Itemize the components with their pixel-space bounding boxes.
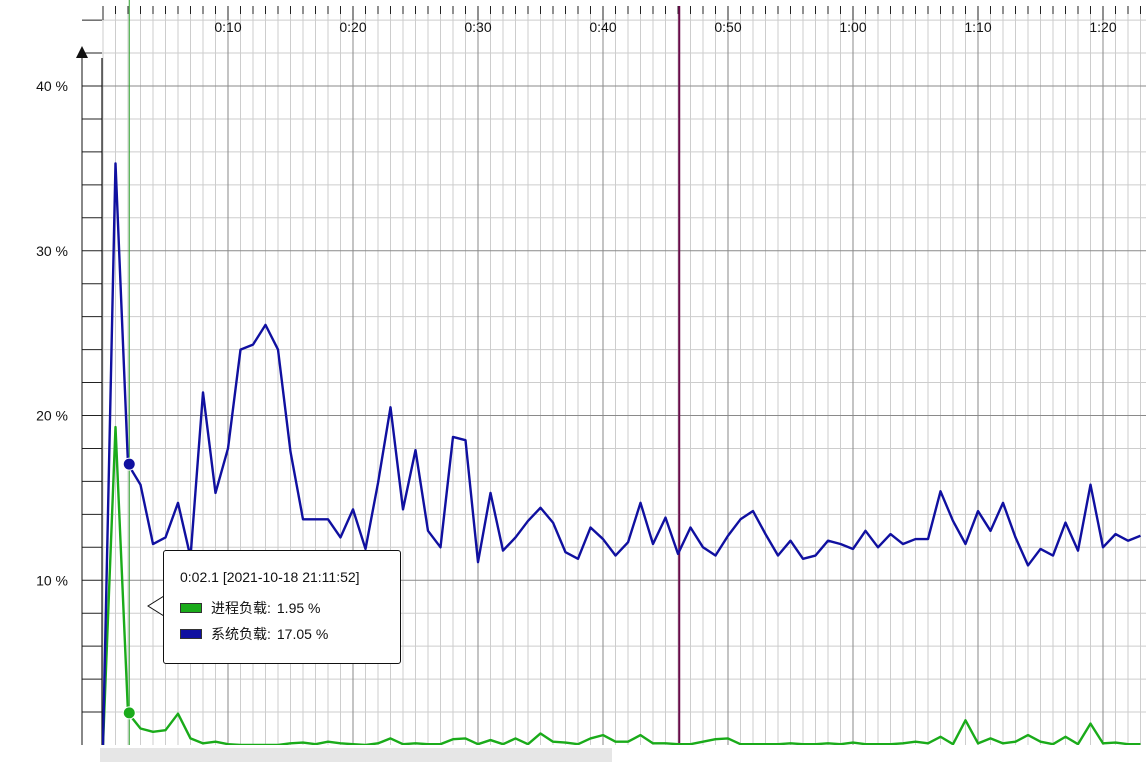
tooltip-row-system: 系统负载: 17.05 % bbox=[180, 621, 384, 647]
tooltip-pointer bbox=[147, 596, 165, 616]
tooltip-row-value: 17.05 % bbox=[276, 626, 329, 642]
horizontal-scrollbar[interactable] bbox=[100, 748, 612, 762]
process-load-swatch bbox=[180, 603, 202, 613]
x-tick-label: 0:50 bbox=[714, 19, 741, 35]
y-tick-label: 40 % bbox=[36, 78, 68, 94]
y-tick-label: 10 % bbox=[36, 572, 68, 588]
axes bbox=[76, 6, 1141, 745]
tooltip-row-label: 进程负载: bbox=[211, 600, 271, 616]
minor-gridlines bbox=[102, 6, 1146, 745]
x-tick-label: 1:20 bbox=[1089, 19, 1116, 35]
y-axis-arrow bbox=[76, 46, 88, 58]
tooltip-row-value: 1.95 % bbox=[276, 600, 321, 616]
tooltip-row-process: 进程负载: 1.95 % bbox=[180, 595, 384, 621]
x-tick-label: 0:30 bbox=[464, 19, 491, 35]
tick-labels: 0:10 0:20 0:30 0:40 0:50 1:00 1:10 1:20 10 % 20 %… bbox=[36, 19, 1117, 588]
y-tick-label: 20 % bbox=[36, 408, 68, 424]
series-lines bbox=[102, 162, 1141, 745]
system-load-point bbox=[122, 457, 136, 471]
x-tick-label: 1:00 bbox=[839, 19, 866, 35]
process-load-line bbox=[102, 425, 1141, 745]
x-tick-label: 1:10 bbox=[964, 19, 991, 35]
x-tick-label: 0:20 bbox=[339, 19, 366, 35]
time-markers bbox=[128, 0, 681, 745]
x-tick-label: 0:40 bbox=[589, 19, 616, 35]
x-tick-label: 0:10 bbox=[214, 19, 241, 35]
data-tooltip: 0:02.1 [2021-10-18 21:11:52] 进程负载: 1.95 … bbox=[163, 550, 401, 664]
system-load-swatch bbox=[180, 629, 202, 639]
y-tick-label: 30 % bbox=[36, 243, 68, 259]
cursor-points bbox=[122, 457, 136, 720]
tooltip-time: 0:02.1 [2021-10-18 21:11:52] bbox=[180, 569, 360, 585]
tooltip-row-label: 系统负载: bbox=[211, 626, 271, 642]
system-load-line bbox=[102, 162, 1141, 745]
process-load-point bbox=[122, 706, 136, 720]
